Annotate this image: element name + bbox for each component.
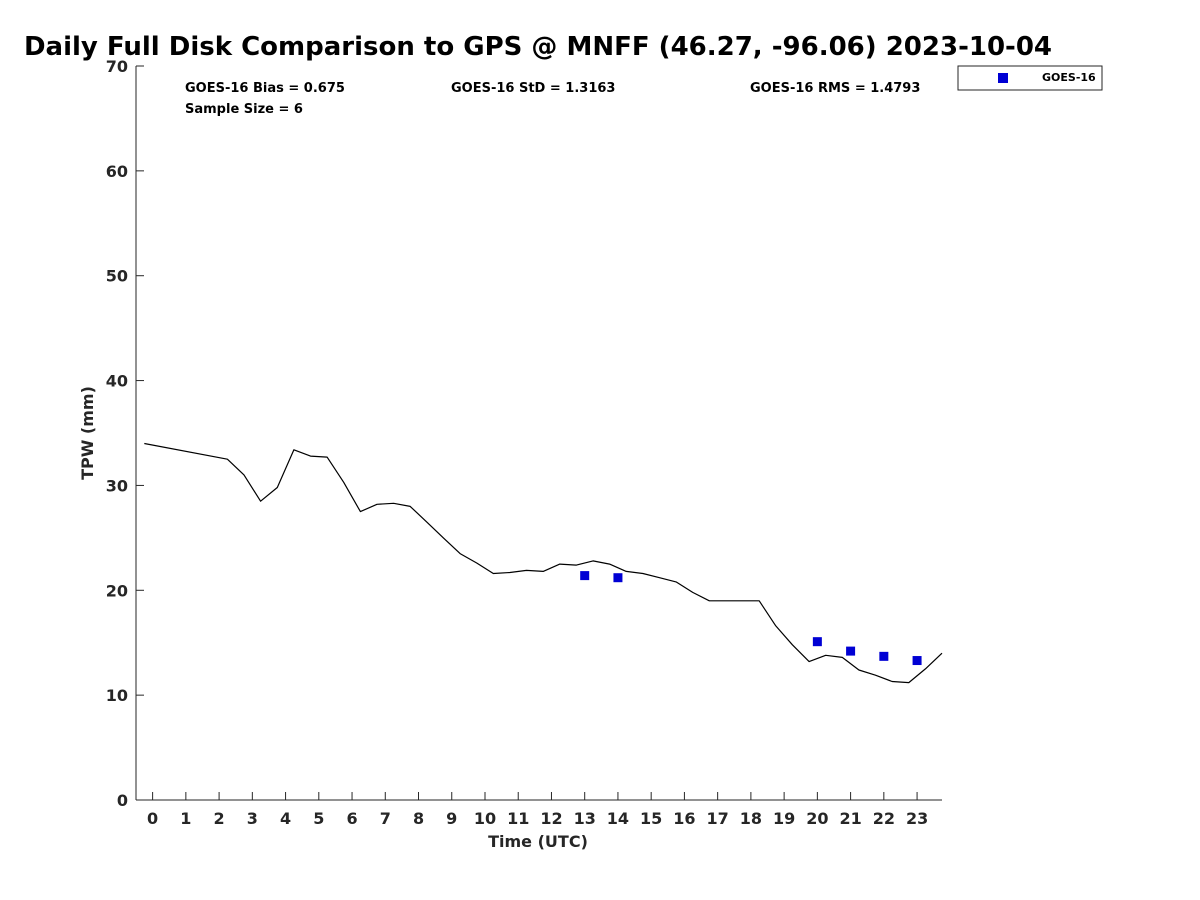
data-point-goes16 — [912, 656, 922, 666]
x-tick-label: 5 — [313, 809, 324, 828]
stat-std: GOES-16 StD = 1.3163 — [451, 81, 615, 96]
x-tick-label: 20 — [806, 809, 828, 828]
x-tick-label: 13 — [574, 809, 596, 828]
y-tick-label: 60 — [106, 162, 128, 181]
x-tick-label: 8 — [413, 809, 424, 828]
x-tick-label: 4 — [280, 809, 291, 828]
data-point-goes16 — [580, 571, 590, 581]
stat-rms: GOES-16 RMS = 1.4793 — [750, 81, 920, 96]
y-axis-label: TPW (mm) — [78, 386, 97, 480]
series-layer — [144, 442, 943, 684]
x-tick-label: 16 — [673, 809, 695, 828]
y-tick-label: 10 — [106, 686, 128, 705]
y-tick-label: 70 — [106, 57, 128, 76]
x-tick-label: 21 — [839, 809, 861, 828]
x-tick-label: 9 — [446, 809, 457, 828]
x-tick-label: 17 — [707, 809, 729, 828]
legend: GOES-16 — [957, 65, 1103, 91]
x-tick-label: 2 — [214, 809, 225, 828]
x-tick-label: 6 — [346, 809, 357, 828]
x-tick-label: 0 — [147, 809, 158, 828]
chart-title: Daily Full Disk Comparison to GPS @ MNFF… — [24, 32, 1052, 62]
data-point-goes16 — [613, 573, 623, 583]
y-tick-label: 0 — [117, 791, 128, 810]
x-tick-label: 1 — [180, 809, 191, 828]
y-tick-label: 30 — [106, 476, 128, 495]
x-tick-label: 10 — [474, 809, 496, 828]
x-tick-label: 23 — [906, 809, 928, 828]
data-point-goes16 — [879, 651, 889, 661]
x-axis-label: Time (UTC) — [488, 832, 588, 851]
x-tick-label: 12 — [540, 809, 562, 828]
y-tick-label: 50 — [106, 267, 128, 286]
x-tick-label: 22 — [873, 809, 895, 828]
x-tick-label: 14 — [607, 809, 629, 828]
y-tick-label: 40 — [106, 372, 128, 391]
x-ticks: 0 1 2 3 4 5 6 7 8 9 10 11 12 13 14 15 16 17 18 19 20 21 22 23 — [147, 792, 928, 828]
legend-box — [957, 65, 1103, 91]
x-tick-label: 3 — [247, 809, 258, 828]
legend-label-goes16: GOES-16 — [1042, 71, 1096, 84]
series-line-gps — [144, 442, 943, 684]
stat-bias: GOES-16 Bias = 0.675 — [185, 81, 345, 96]
stat-sample-size: Sample Size = 6 — [185, 102, 303, 117]
data-point-goes16 — [846, 646, 856, 656]
x-tick-label: 15 — [640, 809, 662, 828]
data-point-goes16 — [812, 637, 822, 647]
legend-marker-goes16 — [998, 73, 1008, 83]
stats-annotations: GOES-16 Bias = 0.675 Sample Size = 6 GOE… — [185, 81, 920, 117]
x-tick-label: 11 — [507, 809, 529, 828]
x-tick-label: 18 — [740, 809, 762, 828]
y-tick-label: 20 — [106, 581, 128, 600]
x-tick-label: 19 — [773, 809, 795, 828]
x-tick-label: 7 — [380, 809, 391, 828]
y-ticks: 0 10 20 30 40 50 60 70 — [106, 57, 144, 810]
